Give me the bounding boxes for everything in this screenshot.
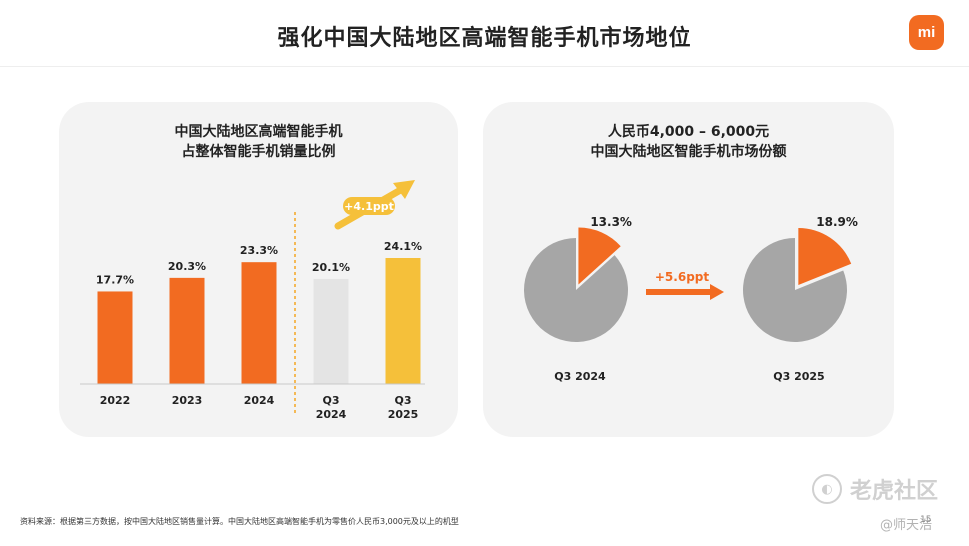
x-tick-label: 2022 bbox=[100, 394, 131, 407]
pie-period-label: Q3 2025 bbox=[773, 370, 824, 383]
pie-share-slice bbox=[578, 227, 621, 285]
bar-2022 bbox=[97, 291, 133, 384]
shift-arrow-head bbox=[710, 284, 724, 300]
watermark: ◐ 老虎社区 bbox=[812, 474, 938, 504]
author-handle: @师天浩 bbox=[880, 518, 933, 533]
pie-period-label: Q3 2024 bbox=[554, 370, 606, 383]
watermark-text: 老虎社区 bbox=[850, 479, 939, 504]
pie-share-label: 13.3% bbox=[590, 215, 632, 229]
bar-value-label: 23.3% bbox=[240, 244, 278, 257]
bar-Q3-2024 bbox=[313, 278, 349, 384]
growth-annotation-label: +4.1ppt bbox=[344, 200, 394, 213]
page-title: 强化中国大陆地区高端智能手机市场地位 bbox=[277, 26, 692, 51]
tiger-community-icon: ◐ bbox=[812, 474, 842, 504]
bar-2023 bbox=[169, 277, 205, 384]
pie-rest-slice bbox=[743, 238, 848, 343]
x-tick-label: 2025 bbox=[388, 408, 419, 421]
pie-share-slice bbox=[798, 228, 852, 286]
x-tick-label: 2024 bbox=[316, 408, 347, 421]
growth-arrow-head bbox=[393, 180, 415, 199]
bar-chart-title-line1: 中国大陆地区高端智能手机 bbox=[174, 124, 343, 140]
pie-chart-title-line2: 中国大陆地区智能手机市场份额 bbox=[590, 144, 787, 160]
footnote: 资料来源：根据第三方数据，按中国大陆地区销售量计算。中国大陆地区高端智能手机为零… bbox=[20, 517, 459, 526]
bar-value-label: 20.3% bbox=[168, 260, 206, 273]
xiaomi-logo: mi bbox=[909, 15, 944, 50]
bar-Q3-2025 bbox=[385, 258, 421, 384]
bar-2024 bbox=[241, 262, 277, 384]
bar-chart-title-line2: 占整体智能手机销量比例 bbox=[181, 144, 336, 160]
pie-share-label: 18.9% bbox=[816, 215, 858, 229]
bar-value-label: 17.7% bbox=[96, 273, 134, 286]
page-number: 15 bbox=[920, 515, 932, 525]
pie-rest-slice bbox=[524, 238, 628, 343]
title-divider bbox=[0, 66, 969, 67]
x-tick-label: Q3 bbox=[394, 394, 411, 407]
share-change-label: +5.6ppt bbox=[655, 270, 709, 284]
x-tick-label: Q3 bbox=[322, 394, 339, 407]
growth-pill bbox=[343, 197, 395, 215]
pie-chart-title-line1: 人民币4,000 – 6,000元 bbox=[607, 124, 770, 140]
shift-arrow-shaft bbox=[646, 289, 712, 295]
x-tick-label: 2023 bbox=[172, 394, 203, 407]
bar-value-label: 20.1% bbox=[312, 261, 350, 274]
bar-value-label: 24.1% bbox=[384, 240, 422, 253]
x-tick-label: 2024 bbox=[244, 394, 275, 407]
